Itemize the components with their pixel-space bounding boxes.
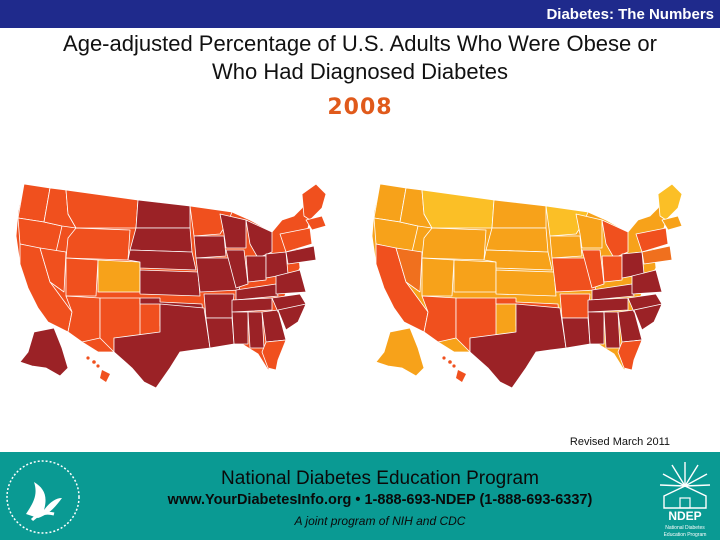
alaska-state (19, 327, 69, 377)
obesity-map (15, 183, 327, 389)
svg-text:National Diabetes: National Diabetes (665, 525, 705, 531)
alaska-state (375, 327, 425, 377)
contact-info[interactable]: www.YourDiabetesInfo.org • 1-888-693-NDE… (167, 492, 593, 508)
year-label: 2008 (327, 95, 393, 120)
header-title: Diabetes: The Numbers (546, 6, 714, 23)
revised-date: Revised March 2011 (569, 436, 670, 448)
colorado-state (97, 259, 141, 293)
slide-title-line-2: Who Had Diagnosed Diabetes (212, 59, 508, 84)
ndep-logo-text: NDEP (668, 509, 701, 523)
footer-bar: National Diabetes Education Program www.… (0, 452, 720, 540)
svg-text:Education Program: Education Program (664, 532, 707, 538)
ndep-logo: NDEP National Diabetes Education Program (659, 462, 711, 538)
slide-title-line-1: Age-adjusted Percentage of U.S. Adults W… (63, 31, 657, 56)
texas-state (113, 303, 211, 389)
joint-program: A joint program of NIH and CDC (294, 514, 466, 528)
program-name: National Diabetes Education Program (221, 468, 539, 489)
diabetes-map (371, 183, 683, 389)
slide-title: Age-adjusted Percentage of U.S. Adults W… (0, 30, 720, 86)
hhs-seal-logo (6, 460, 80, 534)
header-bar: Diabetes: The Numbers (0, 0, 720, 28)
